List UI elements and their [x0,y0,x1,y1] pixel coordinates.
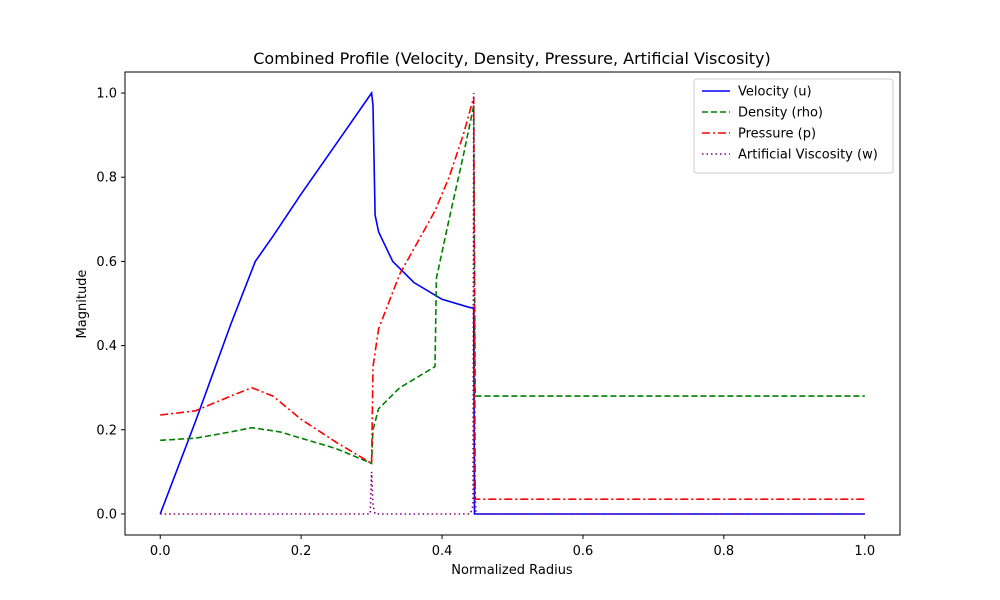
legend-label: Velocity (u) [738,85,812,100]
legend-box [693,78,894,174]
y-tick-label: 1.0 [96,87,117,102]
x-axis-ticks: 0.0 0.2 0.4 0.6 0.8 1.0 [150,535,875,559]
y-axis-ticks: 0.0 0.2 0.4 0.6 0.8 1.0 [96,87,125,522]
x-tick-label: 1.0 [854,544,875,559]
legend: Velocity (u) Density (rho) Pressure (p) Art… [693,78,894,174]
legend-label: Pressure (p) [738,127,816,142]
legend-label: Density (rho) [738,106,823,121]
y-tick-label: 0.8 [96,171,117,186]
y-tick-label: 0.4 [96,339,117,354]
x-axis-label: Normalized Radius [451,563,573,578]
y-tick-label: 0.0 [96,507,117,522]
y-tick-label: 0.2 [96,423,117,438]
y-tick-label: 0.6 [96,255,117,270]
series-line-1 [160,105,865,465]
x-tick-label: 0.6 [573,544,594,559]
y-axis-label: Magnitude [75,270,90,339]
x-tick-label: 0.4 [432,544,453,559]
series-line-0 [159,90,865,515]
plot-lines [159,90,865,515]
x-tick-label: 0.0 [150,544,171,559]
x-tick-label: 0.8 [714,544,735,559]
plot-frame [124,71,901,536]
chart-title: Combined Profile (Velocity, Density, Pre… [253,49,771,68]
legend-label: Artificial Viscosity (w) [738,148,878,163]
series-line-2 [160,97,865,501]
x-tick-label: 0.2 [291,544,312,559]
